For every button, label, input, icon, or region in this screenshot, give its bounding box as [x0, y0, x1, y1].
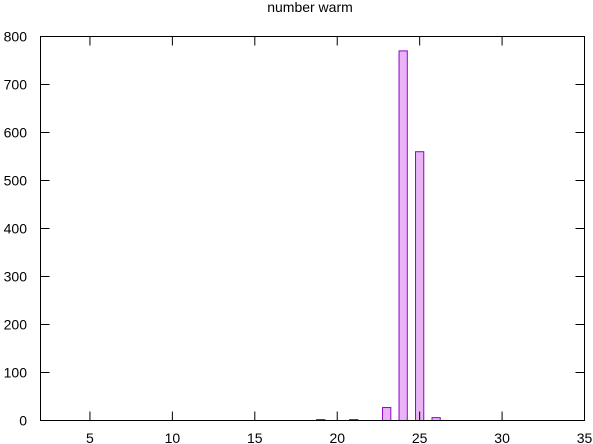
x-tick-label: 25 [412, 430, 428, 444]
y-tick-label: 0 [19, 413, 27, 429]
x-tick-label: 10 [165, 430, 181, 444]
x-tick-label: 15 [247, 430, 263, 444]
y-tick-label: 500 [4, 173, 28, 189]
x-tick-label: 35 [577, 430, 593, 444]
y-tick-label: 400 [4, 221, 28, 237]
y-tick-label: 300 [4, 269, 28, 285]
y-tick-label: 200 [4, 317, 28, 333]
x-tick-label: 5 [86, 430, 94, 444]
plot-frame [41, 37, 585, 421]
y-tick-label: 700 [4, 77, 28, 93]
axis-ticks [41, 37, 585, 421]
x-tick-label: 30 [494, 430, 510, 444]
x-tick-label: 20 [329, 430, 345, 444]
y-tick-labels: 0 100 200 300 400 500 600 700 800 [4, 29, 28, 429]
bar [399, 51, 407, 421]
bars-group [317, 51, 441, 421]
bar [383, 408, 391, 421]
y-tick-label: 100 [4, 365, 28, 381]
x-tick-labels: 5 10 15 20 25 30 35 [86, 430, 592, 444]
y-tick-label: 600 [4, 125, 28, 141]
bar [416, 152, 424, 421]
chart-title: number warm [267, 0, 353, 15]
y-tick-label: 800 [4, 29, 28, 45]
